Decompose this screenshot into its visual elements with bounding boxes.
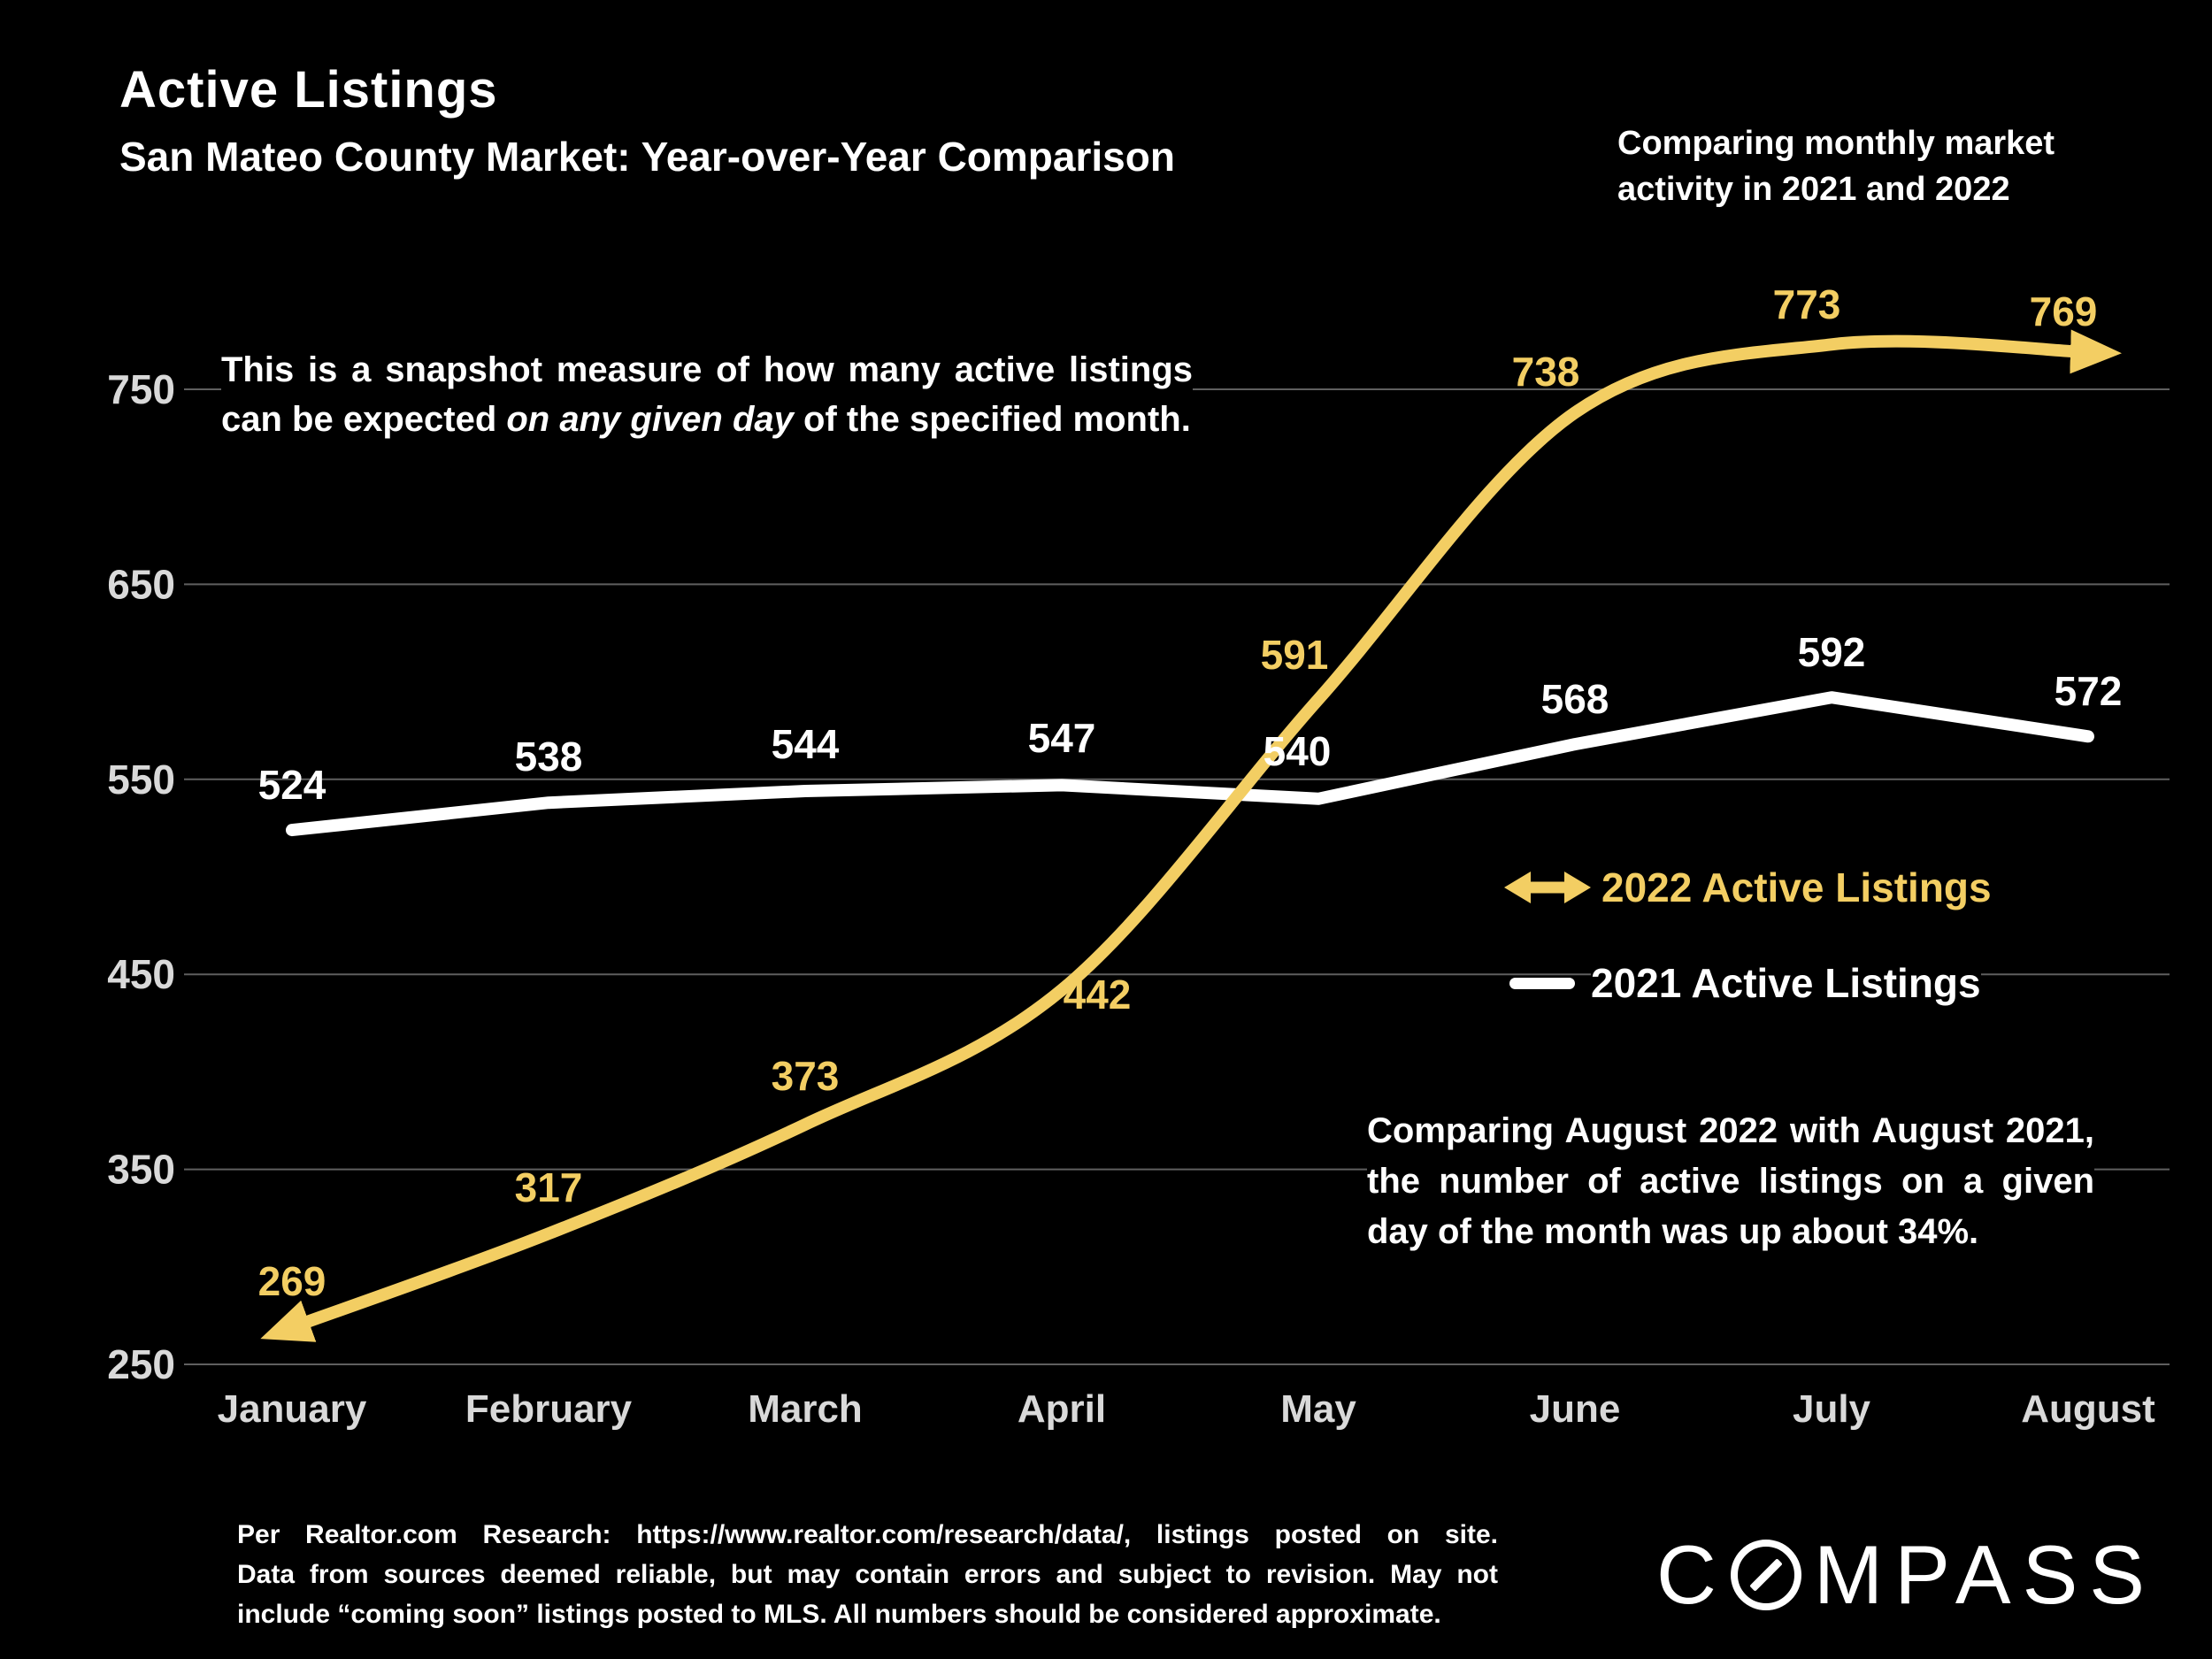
comparison-line-1: Comparing August 2022 with August 2021,	[1367, 1111, 2094, 1150]
value-label-2022-march: 373	[771, 1052, 840, 1099]
disclaimer-line-2: Data from sources deemed reliable, but m…	[237, 1560, 1498, 1589]
legend: 2022 Active Listings 2021 Active Listing…	[1502, 858, 1992, 1049]
disclaimer-line-3: include “coming soon” listings posted to…	[237, 1600, 1441, 1629]
x-tick-august: August	[2021, 1387, 2155, 1431]
value-label-2021-march: 544	[771, 721, 840, 768]
snapshot-line-2: can be expected on any given day of the …	[221, 400, 1191, 439]
double-arrow-icon	[1504, 872, 1591, 903]
y-tick-450: 450	[107, 951, 175, 997]
snapshot-line-2-pre: can be expected	[221, 400, 507, 439]
page-title: Active Listings	[119, 61, 498, 119]
y-tick-750: 750	[107, 366, 175, 412]
value-label-2021-june: 568	[1540, 676, 1609, 723]
x-tick-march: March	[748, 1387, 863, 1431]
value-label-2021-july: 592	[1797, 629, 1866, 676]
snapshot-note: This is a snapshot measure of how many a…	[221, 345, 1193, 444]
page-subtitle: San Mateo County Market: Year-over-Year …	[119, 134, 1175, 180]
top-note-line-1: Comparing monthly market	[1617, 125, 2055, 162]
value-label-2022-january: 269	[257, 1258, 326, 1305]
value-label-2022-june: 738	[1511, 349, 1580, 396]
compass-o-mark	[1730, 1540, 1801, 1610]
y-tick-650: 650	[107, 561, 175, 607]
value-label-2022-february: 317	[514, 1164, 583, 1211]
snapshot-line-2-italic: on any given day	[506, 400, 794, 439]
disclaimer-line-1: Per Realtor.com Research: https://www.re…	[237, 1520, 1498, 1549]
source-disclaimer: Per Realtor.com Research: https://www.re…	[237, 1515, 1498, 1634]
compass-logo-c: C	[1656, 1528, 1728, 1621]
value-label-2021-january: 524	[257, 762, 326, 809]
snapshot-line-2-post: of the specified month.	[793, 400, 1191, 439]
comparison-line-2: the number of active listings on a given	[1367, 1162, 2094, 1201]
compass-needle-icon	[1749, 1558, 1783, 1592]
value-label-2022-july: 773	[1772, 281, 1841, 328]
top-note-line-2: activity in 2021 and 2022	[1617, 171, 2010, 208]
value-label-2021-february: 538	[514, 733, 583, 780]
value-label-2021-april: 547	[1027, 715, 1096, 762]
legend-item-2022: 2022 Active Listings	[1502, 858, 1992, 917]
x-tick-july: July	[1793, 1387, 1871, 1431]
comparison-line-3: day of the month was up about 34%.	[1367, 1212, 1979, 1251]
legend-label-2022: 2022 Active Listings	[1601, 864, 1992, 911]
x-tick-may: May	[1280, 1387, 1356, 1431]
y-tick-250: 250	[107, 1341, 175, 1387]
legend-label-2021: 2021 Active Listings	[1591, 959, 1981, 1007]
y-tick-350: 350	[107, 1147, 175, 1193]
line-swatch-icon	[1509, 977, 1575, 989]
value-label-2022-may: 591	[1260, 632, 1329, 679]
value-label-2022-april: 442	[1063, 971, 1132, 1018]
x-tick-june: June	[1530, 1387, 1621, 1431]
value-label-2021-august: 572	[2054, 668, 2123, 715]
x-tick-april: April	[1018, 1387, 1106, 1431]
comparison-note: Comparing August 2022 with August 2021, …	[1367, 1106, 2094, 1257]
compass-logo-rest: MPASS	[1813, 1528, 2157, 1621]
snapshot-line-1: This is a snapshot measure of how many a…	[221, 350, 1193, 389]
series-line-2022	[260, 329, 2122, 1342]
x-tick-february: February	[465, 1387, 633, 1431]
value-label-2021-may: 540	[1263, 727, 1332, 774]
compass-logo: C MPASS	[1656, 1527, 2156, 1623]
legend-item-2021: 2021 Active Listings	[1502, 954, 1992, 1012]
x-tick-january: January	[218, 1387, 367, 1431]
top-right-note: Comparing monthly market activity in 202…	[1617, 120, 2055, 212]
value-label-2022-august: 769	[2029, 288, 2098, 335]
y-tick-550: 550	[107, 757, 175, 803]
